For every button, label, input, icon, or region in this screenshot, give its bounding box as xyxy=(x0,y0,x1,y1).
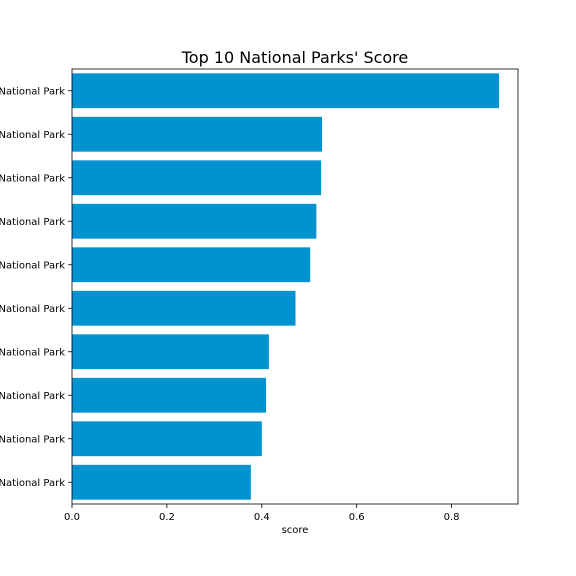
bar-2 xyxy=(72,116,323,152)
x-tick-label-2: 0.2 xyxy=(159,512,175,523)
bar-3 xyxy=(72,160,322,196)
y-tick-label-1: National Park xyxy=(0,86,65,97)
y-tick-label-2: National Park xyxy=(0,130,65,141)
x-axis-label: score xyxy=(282,525,309,536)
bar-4 xyxy=(72,203,317,239)
y-tick-label-9: National Park xyxy=(0,434,65,445)
bar-10 xyxy=(72,464,251,500)
y-tick-label-4: National Park xyxy=(0,217,65,228)
bar-8 xyxy=(72,377,267,413)
bar-6 xyxy=(72,290,296,326)
x-axis-ticks: 0.0 0.2 0.4 0.6 0.8 xyxy=(64,504,460,523)
y-tick-label-5: National Park xyxy=(0,260,65,271)
x-tick-label-5: 0.8 xyxy=(444,512,460,523)
bars-group xyxy=(72,73,500,500)
y-axis-ticks: National Park National Park National Park N… xyxy=(0,86,72,489)
y-tick-label-7: National Park xyxy=(0,347,65,358)
chart-title: Top 10 National Parks' Score xyxy=(181,48,409,67)
plot-frame xyxy=(71,68,519,505)
bar-5 xyxy=(72,247,311,283)
y-tick-label-6: National Park xyxy=(0,304,65,315)
y-tick-label-10: National Park xyxy=(0,478,65,489)
y-tick-label-8: National Park xyxy=(0,391,65,402)
bar-9 xyxy=(72,421,262,457)
x-tick-label-1: 0.0 xyxy=(64,512,80,523)
bar-1 xyxy=(72,73,500,109)
x-tick-label-4: 0.6 xyxy=(349,512,365,523)
bar-7 xyxy=(72,334,269,370)
x-tick-label-3: 0.4 xyxy=(254,512,270,523)
y-tick-label-3: National Park xyxy=(0,173,65,184)
